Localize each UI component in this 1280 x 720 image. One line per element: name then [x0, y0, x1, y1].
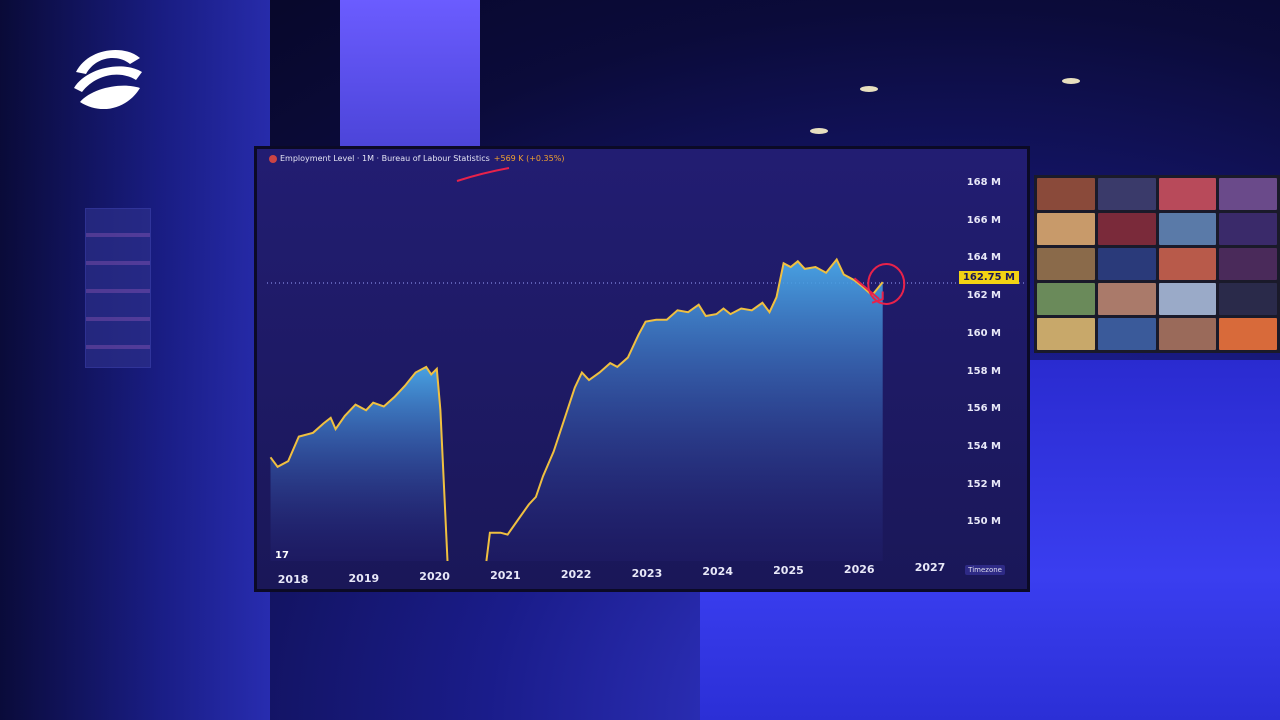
symbol-icon: [269, 154, 277, 163]
x-tick-label: 2024: [702, 565, 733, 579]
ceiling-light: [860, 86, 878, 92]
y-tick-label: 154 M: [966, 440, 1001, 452]
x-tick-label: 2021: [490, 569, 521, 583]
y-tick-label: 164 M: [966, 252, 1001, 264]
tradingview-logo: 17: [275, 550, 289, 561]
x-tick-label: 2022: [560, 567, 592, 581]
video-tile: [1037, 178, 1095, 210]
video-tile: [1097, 248, 1156, 280]
x-tick-label: 2020: [419, 570, 450, 584]
ceiling-light: [1062, 78, 1080, 84]
series-line: [485, 257, 884, 562]
video-tile: [1097, 283, 1156, 315]
video-tile: [1097, 178, 1156, 210]
series-line: [269, 365, 449, 562]
video-tile: [1219, 178, 1277, 210]
studio-shelf: [85, 208, 151, 368]
chart-title: Employment Level · 1M · Bureau of Labour…: [280, 154, 490, 163]
video-wall: [1034, 175, 1280, 353]
x-tick-label: 2027: [914, 561, 946, 575]
y-tick-label: 158 M: [966, 365, 1001, 377]
x-tick-label: 2018: [277, 573, 309, 586]
studio-light-strip: [340, 0, 480, 150]
y-tick-label: 150 M: [966, 516, 1001, 528]
chart-header: Employment Level · 1M · Bureau of Labour…: [269, 154, 564, 163]
video-tile: [1219, 283, 1277, 315]
highlight-underline: [456, 167, 510, 182]
highlight-arrow: [853, 277, 884, 304]
chart-monitor: Employment Level · 1M · Bureau of Labour…: [254, 146, 1030, 592]
video-tile: [1158, 213, 1217, 245]
ceiling-light: [810, 128, 828, 134]
y-tick-label: 156 M: [966, 403, 1001, 415]
video-tile: [1219, 213, 1277, 245]
x-tick-label: 2019: [348, 571, 380, 585]
series-area: [270, 366, 448, 561]
video-tile: [1037, 213, 1095, 245]
video-tile: [1158, 178, 1217, 210]
y-tick-label: 152 M: [966, 478, 1001, 490]
y-tick-label: 162 M: [966, 290, 1001, 302]
timezone-button[interactable]: Timezone: [965, 565, 1005, 575]
x-tick-label: 2023: [631, 566, 663, 580]
video-tile: [1097, 318, 1156, 350]
video-tile: [1097, 213, 1156, 245]
x-tick-label: 2025: [773, 563, 804, 577]
y-tick-label: 166 M: [966, 214, 1001, 226]
video-tile: [1037, 283, 1095, 315]
video-tile: [1037, 248, 1095, 280]
series-area: [486, 259, 883, 561]
chart-change: +569 K (+0.35%): [493, 154, 565, 163]
x-tick-label: 2026: [843, 562, 875, 576]
highlight-circle: [867, 262, 906, 305]
video-tile: [1037, 318, 1095, 350]
employment-area-chart: [267, 167, 1027, 562]
y-tick-label: 160 M: [966, 327, 1001, 339]
y-tick-label: 168 M: [966, 177, 1001, 189]
video-tile: [1219, 318, 1277, 350]
studio-logo: [74, 49, 142, 110]
video-tile: [1219, 248, 1277, 280]
price-badge: 162.75 M: [958, 271, 1019, 284]
video-tile: [1158, 283, 1217, 315]
video-tile: [1158, 248, 1217, 280]
video-tile: [1158, 318, 1217, 350]
